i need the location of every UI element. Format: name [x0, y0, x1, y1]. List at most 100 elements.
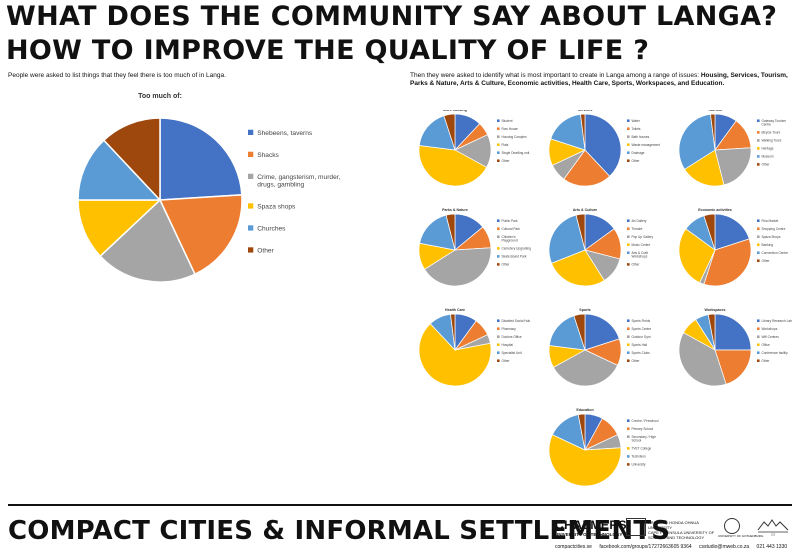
- pie-chart-6: Economic activities Flea Market Shopping C…: [678, 208, 788, 287]
- subtitle: HOW TO IMPROVE THE QUALITY OF LIFE ?: [6, 35, 650, 66]
- pie-slice: [77, 199, 162, 258]
- pie-slice: [575, 213, 586, 251]
- legend-swatch: [497, 319, 500, 322]
- chart-title: Services: [578, 110, 593, 112]
- legend-label: Other: [631, 159, 640, 163]
- legend-swatch: [757, 251, 760, 254]
- chart-title: Workspaces: [704, 308, 725, 312]
- footer-divider: [8, 504, 792, 506]
- legend-label: Workshops: [761, 327, 777, 331]
- legend-swatch: [497, 255, 500, 258]
- pie-slice: [584, 113, 622, 177]
- legend-label: Convention Centre: [761, 251, 788, 255]
- legend-swatch: [497, 159, 500, 162]
- pie-slice: [714, 349, 752, 385]
- legend-label: Flea Market: [761, 219, 778, 223]
- legend-swatch: [757, 235, 760, 238]
- legend-swatch: [757, 147, 760, 150]
- legend-label: Shebeens, taverns: [257, 130, 313, 137]
- pie-slice: [678, 113, 716, 170]
- legend-swatch: [627, 251, 630, 254]
- legend-label: Bicycle Tours: [761, 131, 780, 135]
- pie-slice: [714, 313, 752, 351]
- pie-slice: [584, 313, 620, 351]
- pie-slice: [159, 117, 243, 201]
- legend-swatch: [627, 119, 630, 122]
- contact-website[interactable]: compactcities.se: [555, 544, 592, 550]
- pie-slice: [443, 113, 456, 151]
- pie-slice: [418, 145, 488, 187]
- legend-label: University: [631, 463, 645, 467]
- contact-facebook[interactable]: facebook.com/groups/17272663605 9364: [599, 544, 692, 550]
- legend-swatch: [248, 173, 254, 179]
- legend-label: Other: [501, 359, 510, 363]
- pie-slice: [552, 349, 619, 387]
- main-title: WHAT DOES THE COMMUNITY SAY ABOUT LANGA?: [6, 1, 778, 32]
- pie-slice: [418, 323, 492, 387]
- legend-label: Heritage: [761, 147, 773, 151]
- legend-swatch: [757, 243, 760, 246]
- pie-slice: [418, 115, 456, 151]
- legend-label: Music Centre: [631, 243, 650, 247]
- legend-swatch: [248, 151, 254, 157]
- legend-swatch: [248, 129, 254, 135]
- legend-swatch: [497, 119, 500, 122]
- pie-chart-10: Education Creche / Preschool Primary Schoo…: [548, 408, 659, 487]
- legend-swatch: [497, 343, 500, 346]
- legend-label: Single Dwelling unit: [501, 151, 529, 155]
- legend-label: Hospital: [501, 343, 513, 347]
- legend-label: Museum: [761, 155, 774, 159]
- legend-swatch: [757, 163, 760, 166]
- legend-swatch: [757, 319, 760, 322]
- contact-email[interactable]: csstudio@mweb.co.za: [699, 544, 750, 550]
- legend-label: Secondary / High School: [631, 435, 656, 443]
- legend-label: Flats: [501, 143, 508, 147]
- pie-slice: [548, 214, 586, 264]
- legend-swatch: [627, 127, 630, 130]
- legend-swatch: [248, 203, 254, 209]
- chart-title: Economic activities: [698, 208, 732, 212]
- legend-swatch: [497, 127, 500, 130]
- legend-label: Pop Up Gallery: [631, 235, 653, 239]
- legend-swatch: [627, 427, 630, 430]
- legend-swatch: [627, 219, 630, 222]
- legend-label: Doctors Office: [501, 335, 521, 339]
- pie-slice: [707, 313, 716, 351]
- pie-slice: [714, 213, 750, 251]
- legend-swatch: [497, 359, 500, 362]
- chart-title: Health Care: [445, 308, 465, 312]
- legend-label: Library Research Lab: [761, 319, 792, 323]
- legend-swatch: [497, 247, 500, 250]
- legend-swatch: [497, 351, 500, 354]
- legend-label: Row House: [501, 127, 518, 131]
- legend-label: Housing Complex: [501, 135, 527, 139]
- pie-slice: [703, 213, 716, 251]
- legend-swatch: [627, 463, 630, 466]
- legend-swatch: [627, 263, 630, 266]
- cput-name: CAPE PENINSULA UNIVERSITY OF SCIENCE AND…: [648, 530, 715, 540]
- legend-label: Other: [501, 159, 510, 163]
- legend-swatch: [627, 227, 630, 230]
- legend-label: Sports Centre: [631, 327, 651, 331]
- legend-label: Crime, gangsterism, murder, drugs, gambli…: [257, 174, 340, 189]
- legend-label: Other: [631, 263, 640, 267]
- legend-label: Cultural Park: [501, 227, 520, 231]
- legend-label: Shacks: [257, 152, 279, 159]
- pie-slice: [77, 139, 162, 201]
- legend-label: Other: [761, 259, 770, 263]
- chart-title: Tourism: [708, 110, 722, 112]
- pie-slice: [450, 313, 456, 351]
- pie-chart-9: Workspaces Library Research Lab Workshops W…: [678, 308, 792, 387]
- legend-label: Art Gallery: [631, 219, 646, 223]
- legend-label: Office: [761, 343, 769, 347]
- legend-label: Outdoor Gym: [631, 335, 650, 339]
- cput-logo: ARSHIDISI HONDA OHNUA UNIVERSITY CAPE PE…: [648, 520, 718, 540]
- legend-label: Sports Fields: [631, 319, 650, 323]
- legend-label: Wifi Centres: [761, 335, 779, 339]
- chart-title: More housing: [443, 110, 467, 112]
- legend-swatch: [757, 343, 760, 346]
- too-much-of-chart: Too much of: Shebeens, taverns Shacks Crime…: [77, 93, 341, 283]
- legend-swatch: [627, 351, 630, 354]
- legend-swatch: [757, 155, 760, 158]
- legend-label: Disabled Social Hub: [501, 319, 530, 323]
